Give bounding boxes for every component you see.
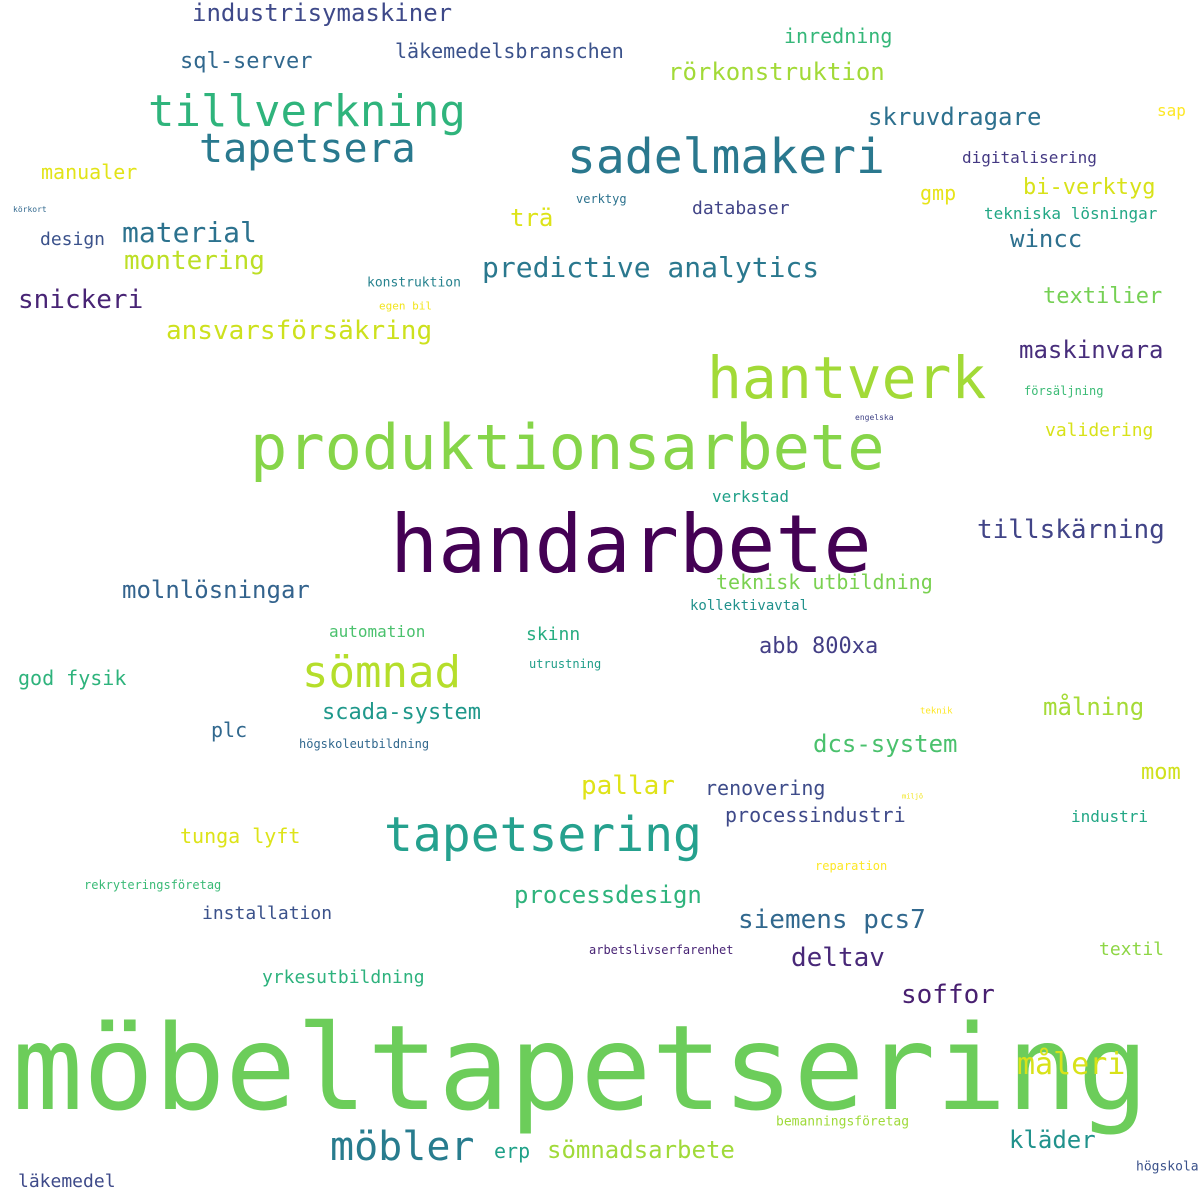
word-processdesign: processdesign	[514, 881, 702, 909]
word-molnlosningar: molnlösningar	[122, 576, 310, 604]
word-skruvdragare: skruvdragare	[868, 103, 1042, 131]
word-material: material	[122, 216, 257, 249]
word-tapetsering: tapetsering	[384, 807, 702, 863]
word-maskinvara: maskinvara	[1019, 336, 1164, 364]
word-databaser: databaser	[692, 198, 790, 219]
word-handarbete: handarbete	[390, 498, 872, 591]
word-egen-bil: egen bil	[379, 299, 432, 313]
word-pallar: pallar	[581, 771, 675, 801]
word-ansvarsforsakring: ansvarsförsäkring	[166, 316, 433, 346]
word-hogskola: högskola	[1136, 1159, 1199, 1175]
word-teknisk-utbildning: teknisk utbildning	[716, 570, 933, 594]
word-textilier: textilier	[1043, 284, 1163, 309]
word-inredning: inredning	[784, 24, 893, 48]
word-verkstad: verkstad	[712, 487, 790, 506]
word-somnadsarbete: sömnadsarbete	[547, 1136, 735, 1164]
word-snickeri: snickeri	[18, 285, 144, 315]
word-montering: montering	[124, 246, 265, 276]
word-validering: validering	[1045, 420, 1154, 441]
word-industrisymaskiner: industrisymaskiner	[192, 0, 453, 27]
word-predictive-analytics: predictive analytics	[482, 251, 820, 284]
word-rorkonstruktion: rörkonstruktion	[668, 58, 885, 86]
word-digitalisering: digitalisering	[962, 148, 1097, 167]
word-hantverk: hantverk	[707, 344, 987, 412]
word-lakemedel: läkemedel	[18, 1171, 116, 1192]
word-bemanningsforetag: bemanningsföretag	[776, 1114, 910, 1130]
word-hogskoleutbildning: högskoleutbildning	[299, 737, 430, 751]
word-deltav: deltav	[791, 943, 885, 973]
word-tillverkning: tillverkning	[148, 86, 466, 137]
word-engelska: engelska	[855, 413, 894, 422]
word-plc: plc	[211, 718, 248, 742]
word-produktionsarbete: produktionsarbete	[250, 411, 885, 484]
word-tapetsera: tapetsera	[199, 126, 416, 172]
word-sql-server: sql-server	[180, 49, 313, 74]
word-konstruktion: konstruktion	[367, 275, 461, 291]
word-bi-verktyg: bi-verktyg	[1023, 175, 1156, 200]
word-korkort: körkort	[13, 205, 47, 214]
word-gmp: gmp	[920, 181, 957, 205]
word-industri: industri	[1071, 807, 1149, 826]
word-design: design	[40, 229, 106, 250]
word-forsaljning: försäljning	[1024, 384, 1104, 398]
word-tillskarning: tillskärning	[977, 515, 1165, 545]
word-tekniska-losningar: tekniska lösningar	[984, 204, 1158, 223]
word-renovering: renovering	[705, 776, 826, 800]
word-processindustri: processindustri	[725, 803, 906, 827]
word-utrustning: utrustning	[529, 657, 602, 671]
word-manualer: manualer	[41, 160, 138, 184]
word-arbetslivserfarenhet: arbetslivserfarenhet	[589, 943, 734, 957]
word-mom: mom	[1141, 760, 1181, 785]
word-installation: installation	[202, 903, 333, 924]
word-skinn: skinn	[526, 624, 581, 645]
word-scada-system: scada-system	[322, 700, 481, 725]
word-teknik: teknik	[920, 706, 953, 717]
word-soffor: soffor	[901, 980, 995, 1010]
word-klader: kläder	[1009, 1126, 1096, 1154]
word-lakemedelsbranschen: läkemedelsbranschen	[395, 39, 624, 63]
word-tra: trä	[510, 204, 554, 232]
word-mobler: möbler	[330, 1124, 475, 1170]
word-rekryteringsforetag: rekryteringsföretag	[84, 878, 222, 892]
word-erp: erp	[494, 1139, 531, 1163]
word-verktyg: verktyg	[576, 192, 627, 206]
word-automation: automation	[329, 622, 426, 641]
word-textil: textil	[1099, 939, 1165, 960]
word-wincc: wincc	[1010, 225, 1083, 253]
word-god-fysik: god fysik	[18, 666, 127, 690]
word-sadelmakeri: sadelmakeri	[567, 129, 885, 185]
word-kollektivavtal: kollektivavtal	[690, 598, 809, 614]
word-abb-800xa: abb 800xa	[759, 634, 879, 659]
word-miljo: miljö	[902, 792, 924, 801]
word-malning: målning	[1043, 693, 1145, 721]
word-siemens-pcs7: siemens pcs7	[738, 905, 926, 935]
word-dcs-system: dcs-system	[813, 730, 958, 758]
word-somnad: sömnad	[302, 647, 461, 698]
word-maleri: måleri	[1017, 1047, 1126, 1082]
word-yrkesutbildning: yrkesutbildning	[262, 967, 425, 988]
word-sap: sap	[1157, 101, 1186, 120]
word-tunga-lyft: tunga lyft	[180, 824, 301, 848]
word-reparation: reparation	[815, 859, 888, 873]
word-mobeltapetsering: möbeltapetsering	[12, 999, 1149, 1137]
